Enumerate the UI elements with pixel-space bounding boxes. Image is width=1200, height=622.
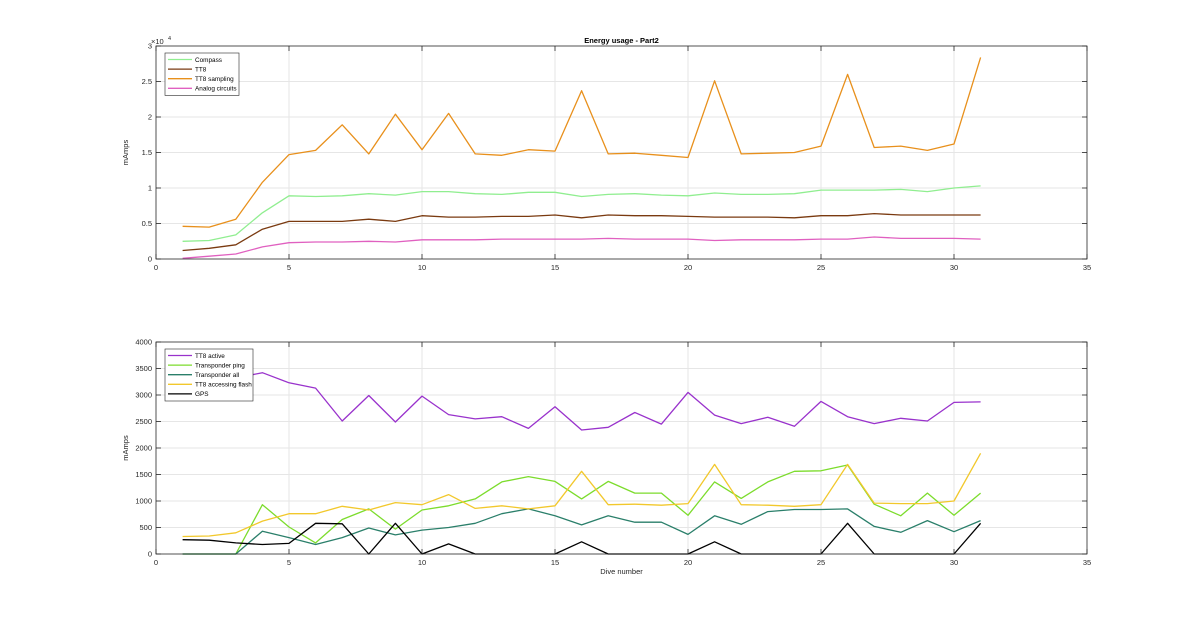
y-tick-label: 1500 (135, 470, 152, 479)
x-tick-label: 15 (551, 263, 559, 272)
legend-label: Transponder ping (195, 362, 245, 369)
legend-label: TT8 accessing flash (195, 382, 252, 389)
y-exponent-power: 4 (168, 36, 171, 42)
legend-label: TT8 active (195, 353, 225, 360)
y-tick-label: 1 (148, 184, 152, 193)
series-line-tt8-accessing-flash (182, 452, 982, 538)
y-tick-label: 4000 (135, 338, 152, 347)
y-tick-label: 3 (148, 42, 152, 51)
x-tick-label: 5 (287, 558, 291, 567)
legend: Compass TT8 TT8 sampling Analog circuits (164, 52, 240, 96)
legend-label: Compass (195, 57, 222, 64)
legend: TT8 active Transponder ping Transponder al… (164, 348, 254, 402)
y-tick-label: 500 (139, 523, 152, 532)
x-tick-label: 10 (418, 263, 426, 272)
y-axis-label: mAmps (121, 435, 130, 461)
y-tick-label: 3500 (135, 364, 152, 373)
y-tick-label: 1000 (135, 497, 152, 506)
series-line-transponder-all (182, 508, 981, 555)
x-tick-label: 35 (1083, 558, 1091, 567)
x-tick-label: 30 (950, 263, 958, 272)
y-tick-label: 1.5 (142, 148, 152, 157)
grid (156, 342, 1087, 554)
series-line-analog-circuits (182, 236, 981, 259)
legend-label: Analog circuits (195, 86, 237, 93)
series-group (182, 372, 982, 555)
legend-label: GPS (195, 391, 209, 398)
series-line-tt8-sampling (182, 57, 982, 228)
x-tick-label: 25 (817, 558, 825, 567)
y-tick-label: 2 (148, 113, 152, 122)
x-tick-label: 35 (1083, 263, 1091, 272)
y-tick-label: 2.5 (142, 77, 152, 86)
x-tick-label: 5 (287, 263, 291, 272)
chart-title: Energy usage - Part2 (584, 36, 659, 45)
axes-2: 0 5 10 15 20 25 30 35 0 500 1000 1500 2000 2500 3000 35… (121, 338, 1091, 576)
y-tick-label: 0 (148, 255, 152, 264)
y-tick-label: 3000 (135, 391, 152, 400)
x-tick-label: 30 (950, 558, 958, 567)
x-tick-label: 20 (684, 558, 692, 567)
legend-label: Transponder all (195, 372, 239, 379)
series-line-gps (182, 522, 982, 555)
x-tick-label: 25 (817, 263, 825, 272)
series-line-tt8-active (182, 372, 981, 431)
y-tick-label: 2000 (135, 444, 152, 453)
axes-1: 0 5 10 15 20 25 30 35 0 0.5 1 1.5 2 2.5 3×10 4 Energy us… (121, 36, 1091, 272)
y-exponent-label: ×10 (151, 37, 164, 46)
y-tick-label: 0.5 (142, 219, 152, 228)
legend-label: TT8 (195, 66, 207, 73)
grid (156, 46, 1087, 259)
legend-label: TT8 sampling (195, 76, 234, 83)
x-tick-label: 20 (684, 263, 692, 272)
x-tick-label: 0 (154, 558, 158, 567)
x-tick-label: 0 (154, 263, 158, 272)
y-tick-label: 2500 (135, 417, 152, 426)
x-axis-label: Dive number (600, 567, 643, 576)
series-line-tt8 (182, 212, 981, 252)
x-tick-label: 15 (551, 558, 559, 567)
y-axis-label: mAmps (121, 140, 130, 166)
x-tick-label: 10 (418, 558, 426, 567)
series-line-compass (182, 185, 981, 242)
series-group (182, 57, 982, 259)
y-tick-label: 0 (148, 550, 152, 559)
